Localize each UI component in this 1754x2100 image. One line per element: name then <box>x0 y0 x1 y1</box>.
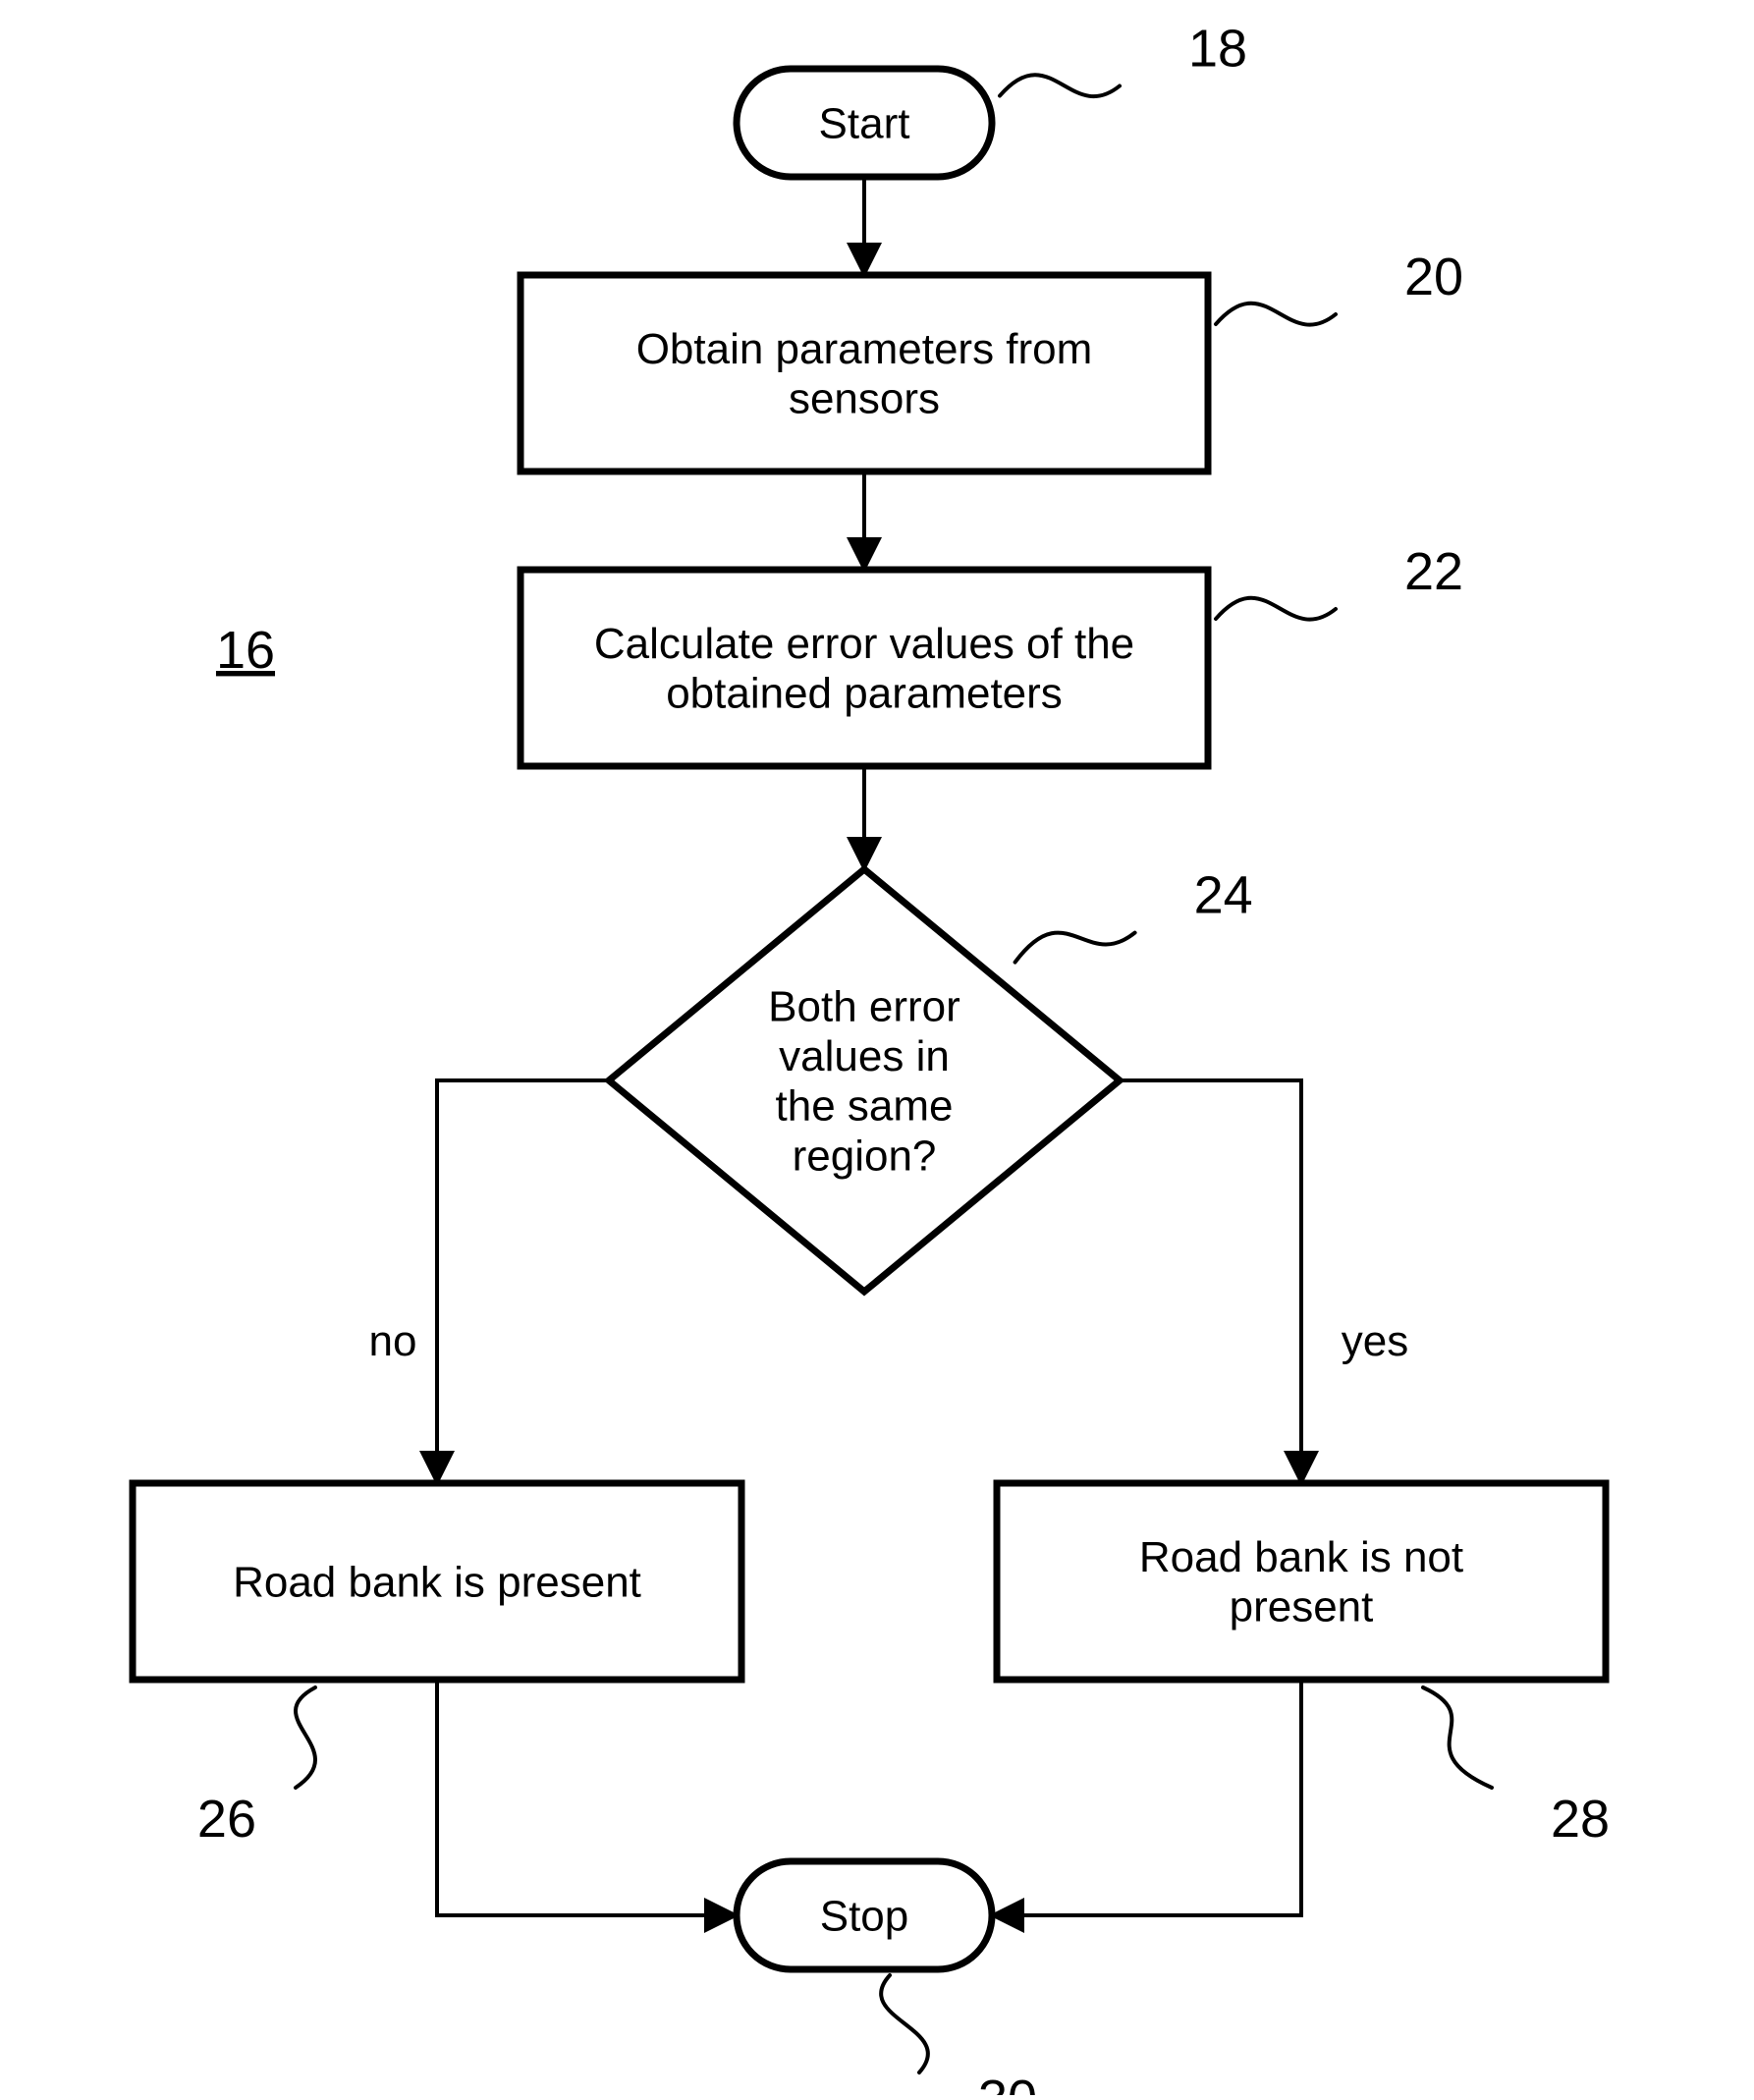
node-obtain-label-0: Obtain parameters from <box>636 325 1093 373</box>
ref-label-24: 24 <box>1194 866 1253 925</box>
ref-line-24 <box>1015 933 1135 963</box>
node-start-label-0: Start <box>819 99 910 147</box>
ref-line-22 <box>1216 598 1336 620</box>
edge-decide-absent <box>1120 1080 1301 1483</box>
ref-line-18 <box>1000 75 1120 96</box>
node-calc-label-0: Calculate error values of the <box>594 620 1134 668</box>
node-obtain-label-1: sensors <box>789 375 940 423</box>
node-present-label-0: Road bank is present <box>233 1558 641 1606</box>
edge-label-no: no <box>369 1317 417 1365</box>
edge-present-stop <box>437 1680 737 1915</box>
ref-line-30 <box>881 1975 928 2072</box>
ref-label-18: 18 <box>1188 20 1247 79</box>
node-absent-label-1: present <box>1230 1583 1374 1631</box>
node-start: Start 18 <box>737 20 1247 178</box>
node-stop: Stop 30 <box>737 1861 1037 2095</box>
node-decide-label-2: the same <box>776 1082 954 1131</box>
node-calc-label-1: obtained parameters <box>666 670 1063 718</box>
node-decide-label-3: region? <box>793 1132 937 1180</box>
node-calc: Calculate error values of theobtained pa… <box>521 542 1463 766</box>
ref-line-20 <box>1216 304 1336 325</box>
flowchart: no yes Start 18 Obtain parameters fromsensor… <box>0 0 1754 2095</box>
node-decide-label-0: Both error <box>768 983 960 1031</box>
ref-label-26: 26 <box>197 1790 256 1849</box>
node-stop-label-0: Stop <box>820 1892 909 1940</box>
figure-ref: 16 <box>216 621 275 680</box>
ref-label-28: 28 <box>1551 1790 1610 1849</box>
ref-line-26 <box>296 1687 315 1788</box>
node-absent: Road bank is notpresent 28 <box>997 1483 1610 1849</box>
edge-label-yes: yes <box>1342 1317 1408 1365</box>
edge-decide-present <box>437 1080 609 1483</box>
ref-label-20: 20 <box>1404 248 1463 306</box>
node-decide-label-1: values in <box>779 1032 950 1080</box>
ref-line-28 <box>1423 1687 1492 1788</box>
ref-label-22: 22 <box>1404 542 1463 601</box>
node-absent-label-0: Road bank is not <box>1139 1533 1463 1581</box>
edge-absent-stop <box>992 1680 1301 1915</box>
ref-label-30: 30 <box>978 2070 1037 2095</box>
node-obtain: Obtain parameters fromsensors 20 <box>521 248 1463 471</box>
